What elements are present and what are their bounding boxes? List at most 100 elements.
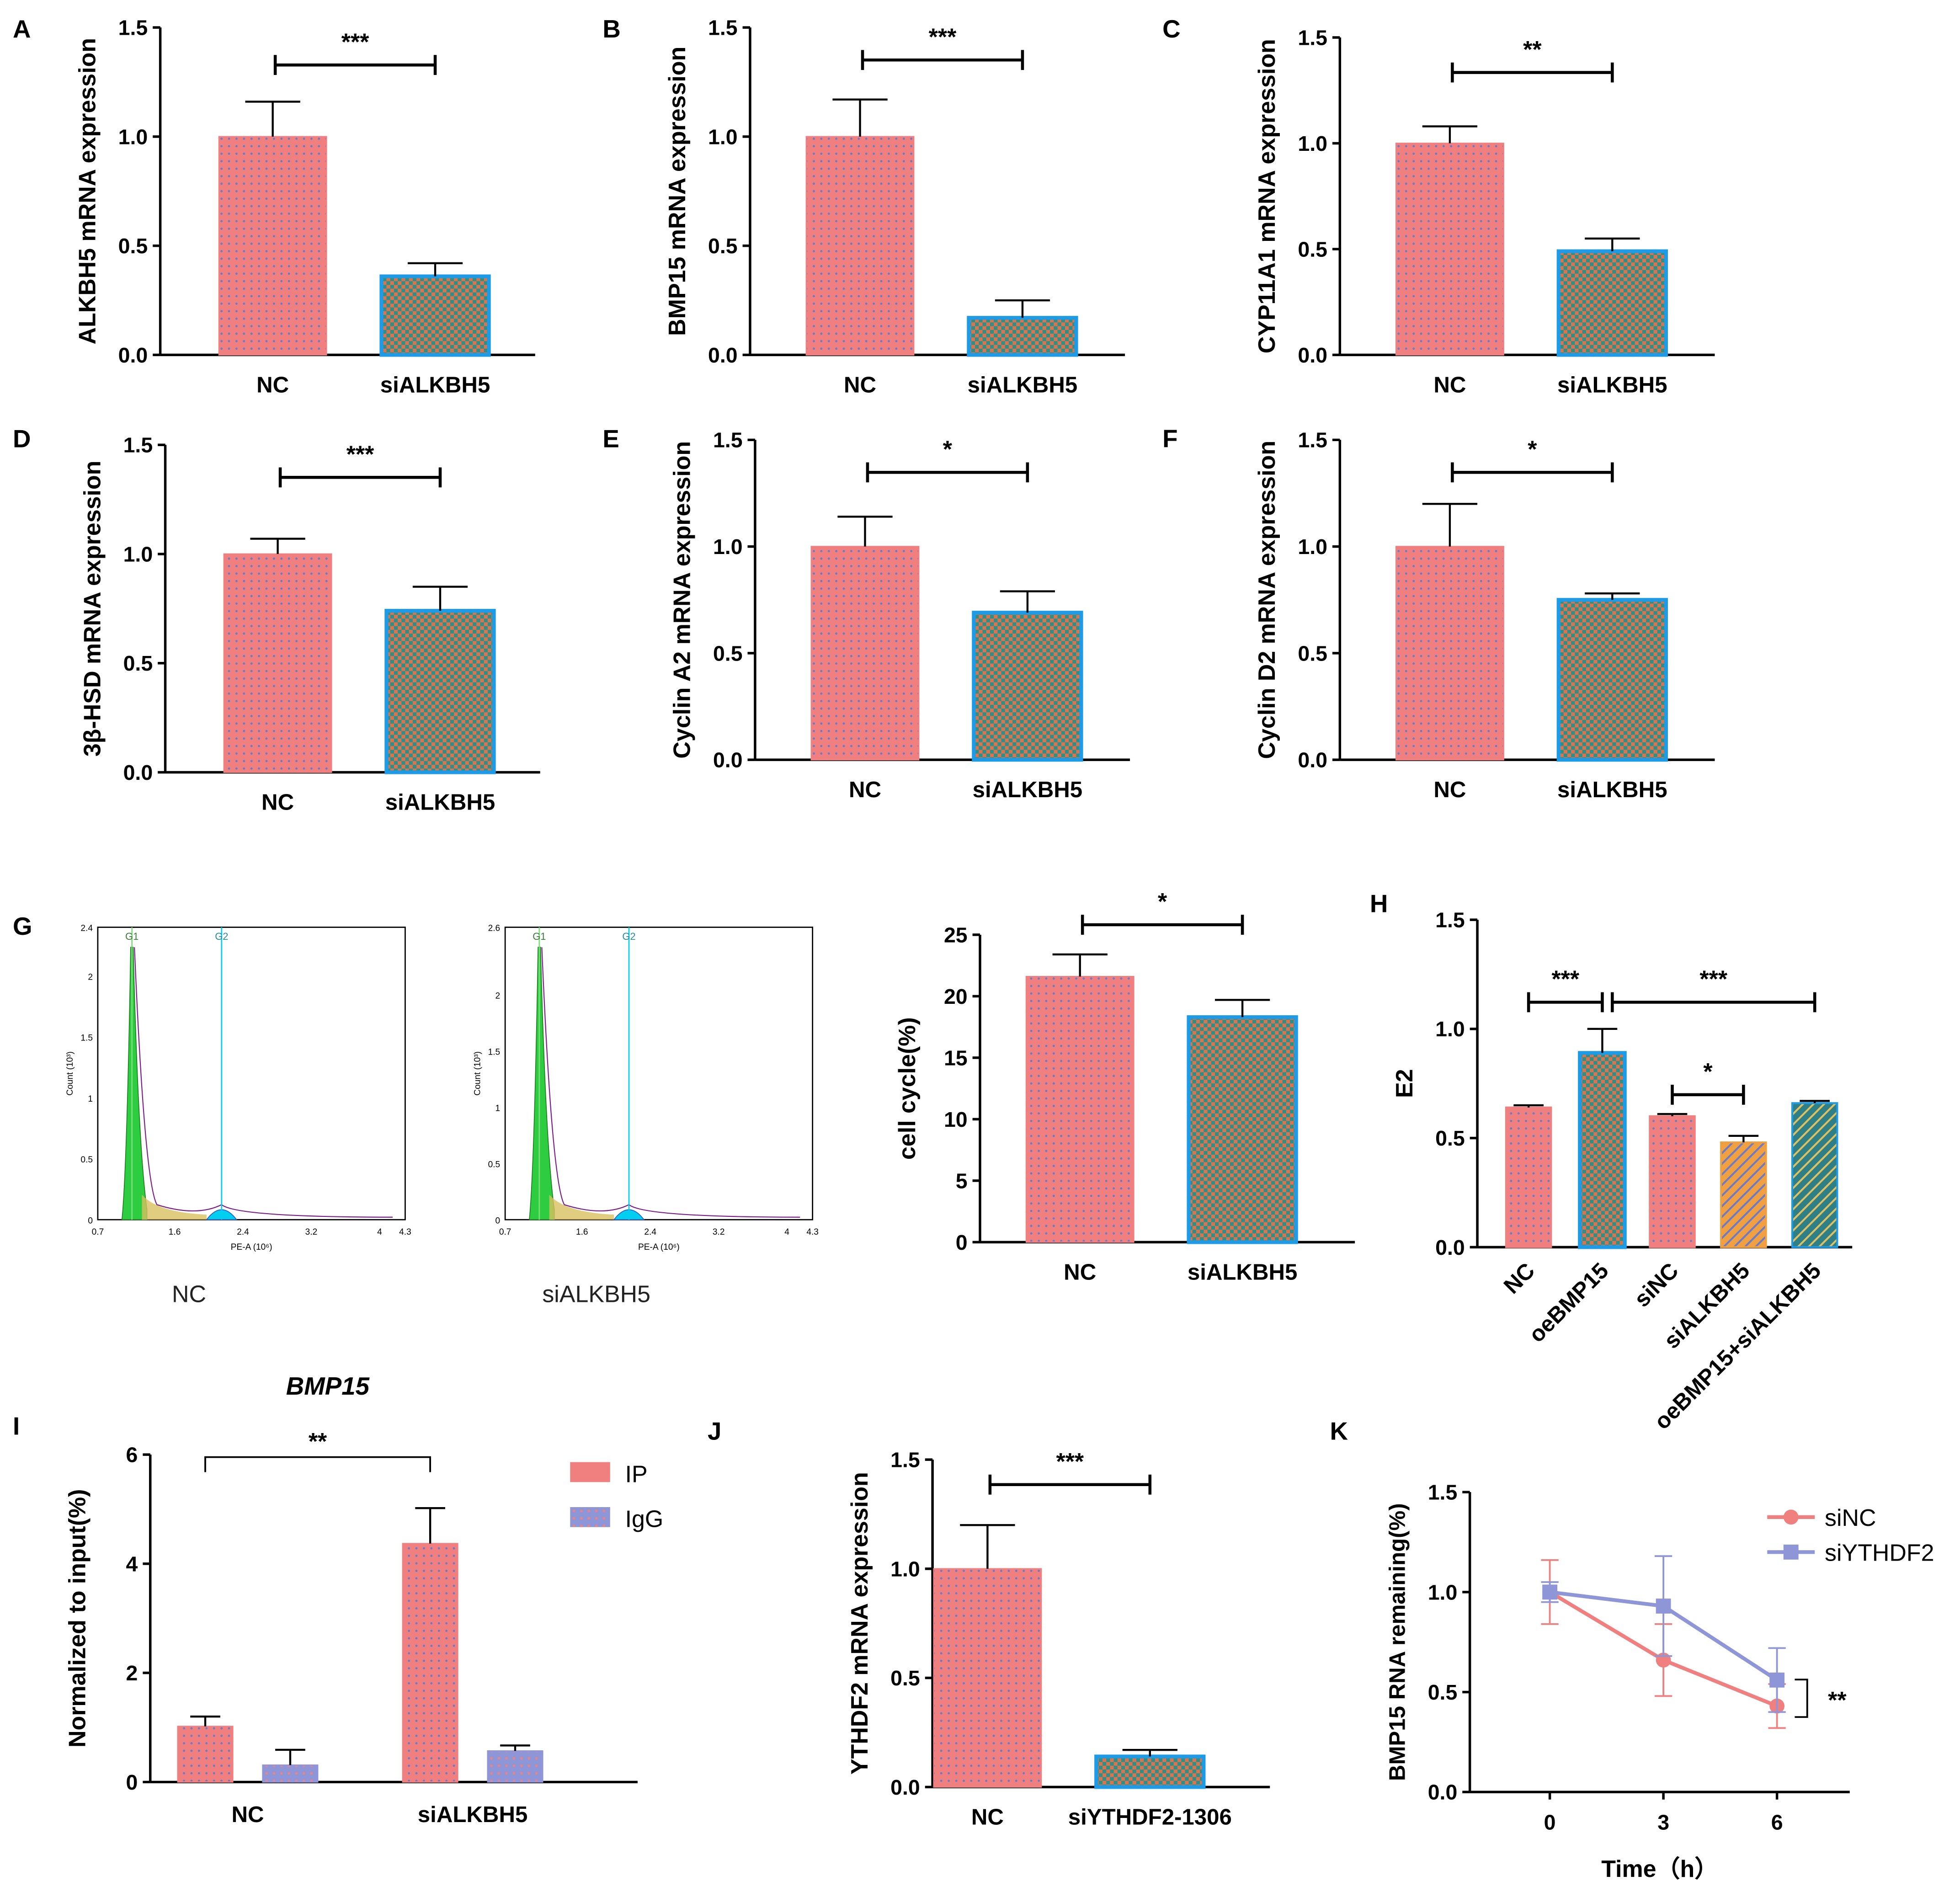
legend-marker [1783, 1544, 1799, 1560]
y-tick-label: 0.5 [80, 1155, 93, 1165]
bar-igg-sialkbh5 [487, 1750, 543, 1783]
significance-label: ** [309, 1428, 327, 1455]
x-tick-label: siALKBH5 [973, 777, 1083, 802]
bar-oebmp15-sialkbh5 [1791, 1102, 1838, 1248]
y-tick-label: 4 [126, 1552, 138, 1576]
x-tick-label: siALKBH5 [1557, 372, 1667, 397]
significance-label: *** [929, 24, 957, 50]
panel-letter-j: J [708, 1417, 721, 1445]
y-axis-label: Count (10³) [65, 1051, 75, 1096]
y-axis-label: YTHDF2 mRNA expression [847, 1472, 873, 1775]
y-tick-label: 1.5 [1298, 26, 1327, 49]
chart-panel-b: 0.0 0.5 1.0 1.5 BMP15 mRNA expression NC siALK… [664, 16, 1125, 397]
y-tick-label: 0.5 [1435, 1126, 1465, 1150]
sig-bracket [1795, 1679, 1808, 1718]
y-tick-label: 1.0 [1428, 1580, 1458, 1604]
x-tick-label: 2.4 [644, 1227, 656, 1237]
x-tick-label: 0.7 [499, 1227, 511, 1237]
bar-sinc [1649, 1115, 1696, 1248]
y-tick-label: 2 [126, 1661, 138, 1685]
x-tick-label: NC [256, 372, 289, 397]
y-tick-label: 1.5 [708, 16, 738, 40]
y-tick-label: 5 [956, 1169, 968, 1193]
bar-sialkbh5 [1556, 598, 1668, 762]
x-tick-label: NC [849, 777, 881, 802]
significance-label: *** [341, 29, 369, 55]
y-tick-label: 0.0 [1435, 1236, 1465, 1259]
y-tick-label: 0 [126, 1770, 138, 1794]
y-tick-label: 1.0 [708, 125, 738, 149]
x-tick-label: siALKBH5 [418, 1802, 528, 1827]
significance-label: *** [1699, 966, 1727, 993]
y-tick-label: 0 [88, 1216, 93, 1226]
chart-panel-k: 0.0 0.5 1.0 1.5 0 3 6 Time（h） BMP15 RNA remainin… [1385, 1481, 1934, 1883]
y-tick-label: 0.0 [713, 748, 743, 772]
y-tick-label: 0.5 [890, 1666, 920, 1690]
y-tick-label: 0.0 [1298, 343, 1327, 367]
legend-label: IgG [625, 1506, 664, 1533]
y-axis-label: Cyclin D2 mRNA expression [1254, 441, 1280, 759]
y-tick-label: 1.0 [118, 125, 148, 149]
bar-ip-nc [177, 1726, 234, 1783]
bar-nc [1505, 1106, 1552, 1248]
bar-nc [1395, 546, 1504, 761]
x-tick-label: 4.3 [399, 1227, 411, 1237]
x-tick-label: 3 [1657, 1810, 1669, 1834]
bar-sialkbh5 [1556, 249, 1668, 357]
gate-label-g1: G1 [125, 931, 138, 942]
x-tick-label: 4 [377, 1227, 382, 1237]
x-tick-label: siALKBH5 [380, 372, 490, 397]
panel-letter-b: B [602, 15, 620, 43]
y-tick-label: 1.0 [1298, 535, 1327, 559]
panel-letter-d: D [13, 425, 31, 453]
g1-peak [121, 947, 148, 1220]
bar-sialkbh5 [967, 316, 1078, 357]
legend-label: siNC [1825, 1505, 1876, 1531]
y-tick-label: 0.0 [890, 1775, 920, 1799]
bar-nc [1025, 975, 1134, 1243]
y-tick-label: 20 [944, 985, 968, 1008]
significance-label: * [943, 437, 953, 463]
chart-title: BMP15 [286, 1372, 370, 1400]
bar-nc [810, 546, 920, 761]
panel-letter-c: C [1162, 15, 1180, 43]
y-tick-label: 1 [88, 1094, 93, 1104]
chart-panel-j: 0.0 0.5 1.0 1.5 YTHDF2 mRNA expression NC siYT… [847, 1448, 1270, 1829]
y-tick-label: 2.4 [80, 924, 93, 933]
plot-frame [97, 927, 406, 1220]
x-tick-label: 4 [784, 1227, 789, 1237]
x-tick-label: 1.6 [576, 1227, 588, 1237]
y-tick-label: 1.5 [80, 1034, 93, 1043]
x-tick-label: 6 [1771, 1810, 1783, 1834]
y-tick-label: 1.0 [890, 1557, 920, 1581]
chart-panel-e: 0.0 0.5 1.0 1.5 Cyclin A2 mRNA expression NC s… [669, 428, 1130, 802]
x-tick-label: siALKBH5 [385, 790, 495, 815]
x-tick-label: NC [844, 372, 876, 397]
y-axis-label: cell cycle(%) [894, 1017, 921, 1160]
gate-label-g2: G2 [215, 931, 228, 942]
y-tick-label: 0 [956, 1231, 968, 1254]
chart-panel-g: 0 5 10 15 20 25 cell cycle(%) NC siALKBH5 * [894, 889, 1355, 1284]
bar-nc [218, 136, 327, 356]
y-tick-label: 1.5 [1435, 908, 1465, 932]
fit-curve [541, 947, 800, 1218]
bar-ip-sialkbh5 [402, 1543, 458, 1783]
y-tick-label: 1.5 [488, 1047, 501, 1057]
y-tick-label: 0.5 [488, 1160, 501, 1169]
x-tick-label: siYTHDF2-1306 [1068, 1804, 1232, 1829]
bar-sialkbh5 [384, 609, 496, 774]
panel-letter-k: K [1330, 1417, 1348, 1445]
g1-peak [529, 947, 555, 1220]
y-axis-label: E2 [1391, 1069, 1418, 1098]
chart-panel-i: 0 2 4 6 Normalized to input(%) BMP15 NC siALKBH… [64, 1372, 664, 1827]
bar-nc [805, 136, 915, 356]
legend-swatch-igg [570, 1507, 610, 1527]
y-tick-label: 25 [944, 923, 968, 947]
significance-label: *** [1551, 966, 1579, 993]
flow-caption: NC [172, 1281, 206, 1308]
y-tick-label: 0.5 [1298, 641, 1327, 665]
bar-sialkbh5 [1720, 1141, 1767, 1248]
y-tick-label: 0 [495, 1216, 501, 1226]
